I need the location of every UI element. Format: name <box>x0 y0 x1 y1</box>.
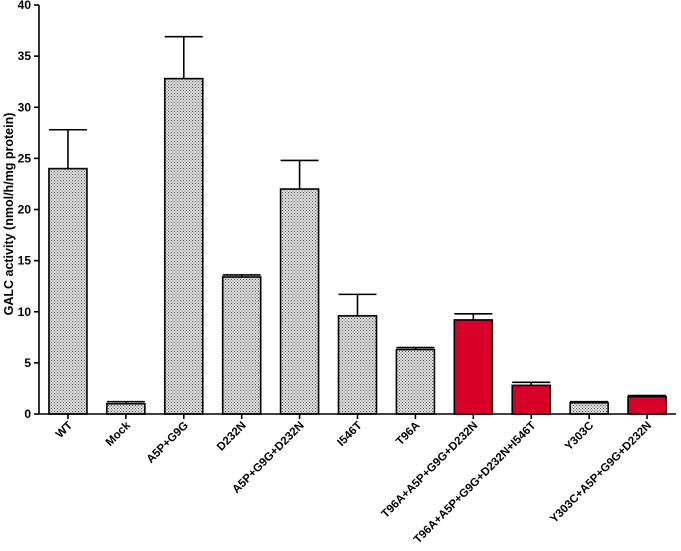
bar <box>163 77 204 415</box>
y-tick-label: 20 <box>18 203 32 217</box>
bar <box>48 167 88 415</box>
y-tick-label: 30 <box>18 100 32 114</box>
bars-group <box>48 77 667 415</box>
bar <box>453 319 494 415</box>
x-tick-label: I546T <box>335 420 364 449</box>
y-tick-label: 25 <box>18 151 32 165</box>
bar <box>221 276 262 415</box>
y-tick-label: 35 <box>18 49 32 63</box>
x-tick-label: D232N <box>215 420 249 454</box>
x-tick-label: Mock <box>104 419 134 449</box>
x-tick-label: Y303C <box>563 420 596 453</box>
bar <box>627 395 667 415</box>
y-tick-label: 10 <box>18 305 32 319</box>
x-tick-label: T96A+A5P+G9G+D232N <box>380 420 481 521</box>
x-tick-label: T96A+A5P+G9G+D232N+I546T <box>412 420 538 546</box>
y-ticks-group: 0 5 10 15 20 25 30 35 40 <box>18 0 39 421</box>
x-tick-label: WT <box>54 420 75 441</box>
y-tick-label: 0 <box>24 407 31 421</box>
bar <box>511 384 552 415</box>
bar <box>395 348 436 415</box>
x-tick-label: T96A <box>394 420 422 448</box>
error-bars-group <box>48 35 667 404</box>
bar <box>337 315 378 415</box>
bar <box>279 188 320 415</box>
y-tick-label: 15 <box>18 254 32 268</box>
x-tick-label: A5P+G9G <box>145 420 191 466</box>
x-tick-label: Y303C+A5P+G9G+D232N <box>548 420 654 526</box>
y-axis-label: GALC activity (nmol/h/mg protein) <box>2 113 16 316</box>
bar <box>569 401 609 415</box>
y-tick-label: 40 <box>18 0 32 12</box>
bar <box>106 402 146 415</box>
y-tick-label: 5 <box>24 356 31 370</box>
